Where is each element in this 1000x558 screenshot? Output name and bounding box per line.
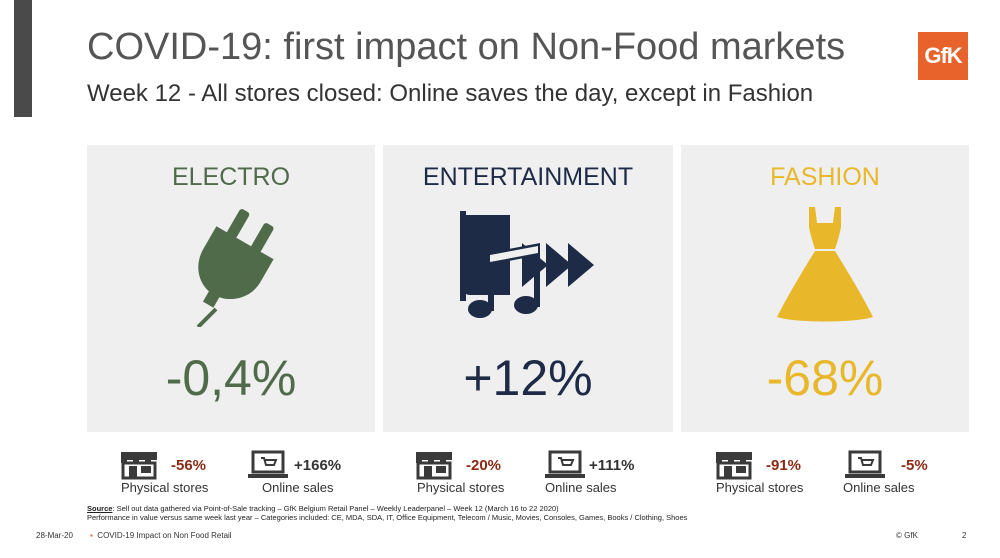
accent-bar — [14, 0, 32, 117]
store-icon — [416, 452, 452, 480]
laptop-cart-icon — [845, 450, 885, 478]
online-label: Online sales — [545, 480, 617, 495]
book-music-play-icon — [460, 211, 594, 318]
category-change: +12% — [463, 350, 593, 406]
online-label: Online sales — [262, 480, 334, 495]
online-label: Online sales — [843, 480, 915, 495]
footer-copyright: © GfK — [896, 531, 918, 540]
category-title: FASHION — [770, 163, 880, 191]
category-title: ELECTRO — [171, 163, 291, 191]
source-note: Source: Sell out data gathered via Point… — [87, 504, 687, 522]
source-line-1: : Sell out data gathered via Point-of-Sa… — [112, 504, 559, 513]
source-line-2: Performance in value versus same week la… — [87, 513, 688, 522]
plug-icon — [196, 209, 274, 327]
dress-icon — [777, 207, 873, 322]
store-icon — [716, 452, 752, 480]
panel-entertainment: ENTERTAINMENT +12% — [383, 145, 673, 432]
category-title: ENTERTAINMENT — [422, 163, 634, 191]
physical-value: -56% — [171, 457, 207, 474]
page-subtitle: Week 12 - All stores closed: Online save… — [87, 80, 814, 107]
laptop-cart-icon — [545, 450, 585, 478]
physical-label: Physical stores — [716, 480, 804, 495]
online-value: +166% — [294, 457, 342, 474]
gfk-logo: GfK — [918, 32, 968, 80]
footer-doc-title: COVID-19 Impact on Non Food Retail — [97, 531, 232, 540]
physical-value: -20% — [466, 457, 502, 474]
source-label: Source — [87, 504, 113, 513]
online-value: -5% — [901, 457, 928, 474]
online-value: +111% — [589, 457, 635, 474]
panel-fashion: FASHION -68% — [681, 145, 969, 432]
category-change: -0,4% — [165, 350, 297, 406]
footer-doc: ▪ COVID-19 Impact on Non Food Retail — [90, 531, 232, 540]
category-change: -68% — [766, 350, 884, 406]
physical-label: Physical stores — [121, 480, 209, 495]
page-title: COVID-19: first impact on Non-Food marke… — [87, 26, 846, 68]
physical-label: Physical stores — [417, 480, 505, 495]
store-icon — [121, 452, 157, 480]
footer-date: 28-Mar-20 — [36, 531, 73, 540]
physical-value: -91% — [766, 457, 802, 474]
footer-page: 2 — [962, 531, 967, 540]
bullet-icon: ▪ — [90, 531, 93, 540]
laptop-cart-icon — [248, 450, 288, 478]
panel-electro: ELECTRO -0,4% — [87, 145, 375, 432]
